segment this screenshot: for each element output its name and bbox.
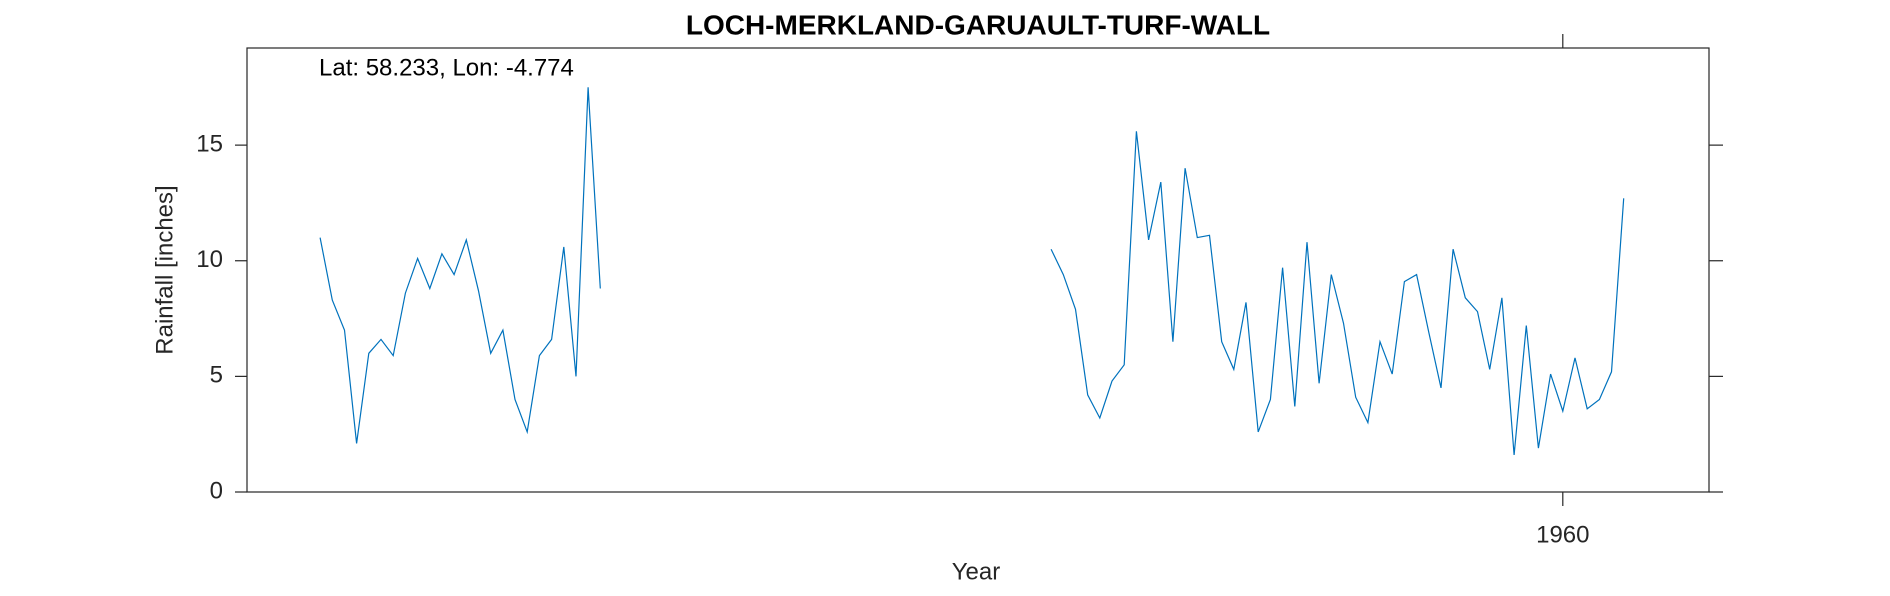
chart-title: LOCH-MERKLAND-GARUAULT-TURF-WALL: [686, 9, 1270, 40]
data-line: [319, 87, 1625, 456]
y-axis-label: Rainfall [inches]: [151, 185, 178, 354]
y-tick-label: 0: [210, 477, 223, 504]
y-tick-label: 15: [196, 130, 223, 157]
plot-box: [246, 47, 1710, 493]
x-tick-label: 1960: [1536, 521, 1589, 548]
x-axis-label: Year: [952, 558, 1001, 585]
y-tick-label: 5: [210, 362, 223, 389]
y-tick-label: 10: [196, 246, 223, 273]
annotation: Lat: 58.233, Lon: -4.774: [319, 54, 574, 81]
